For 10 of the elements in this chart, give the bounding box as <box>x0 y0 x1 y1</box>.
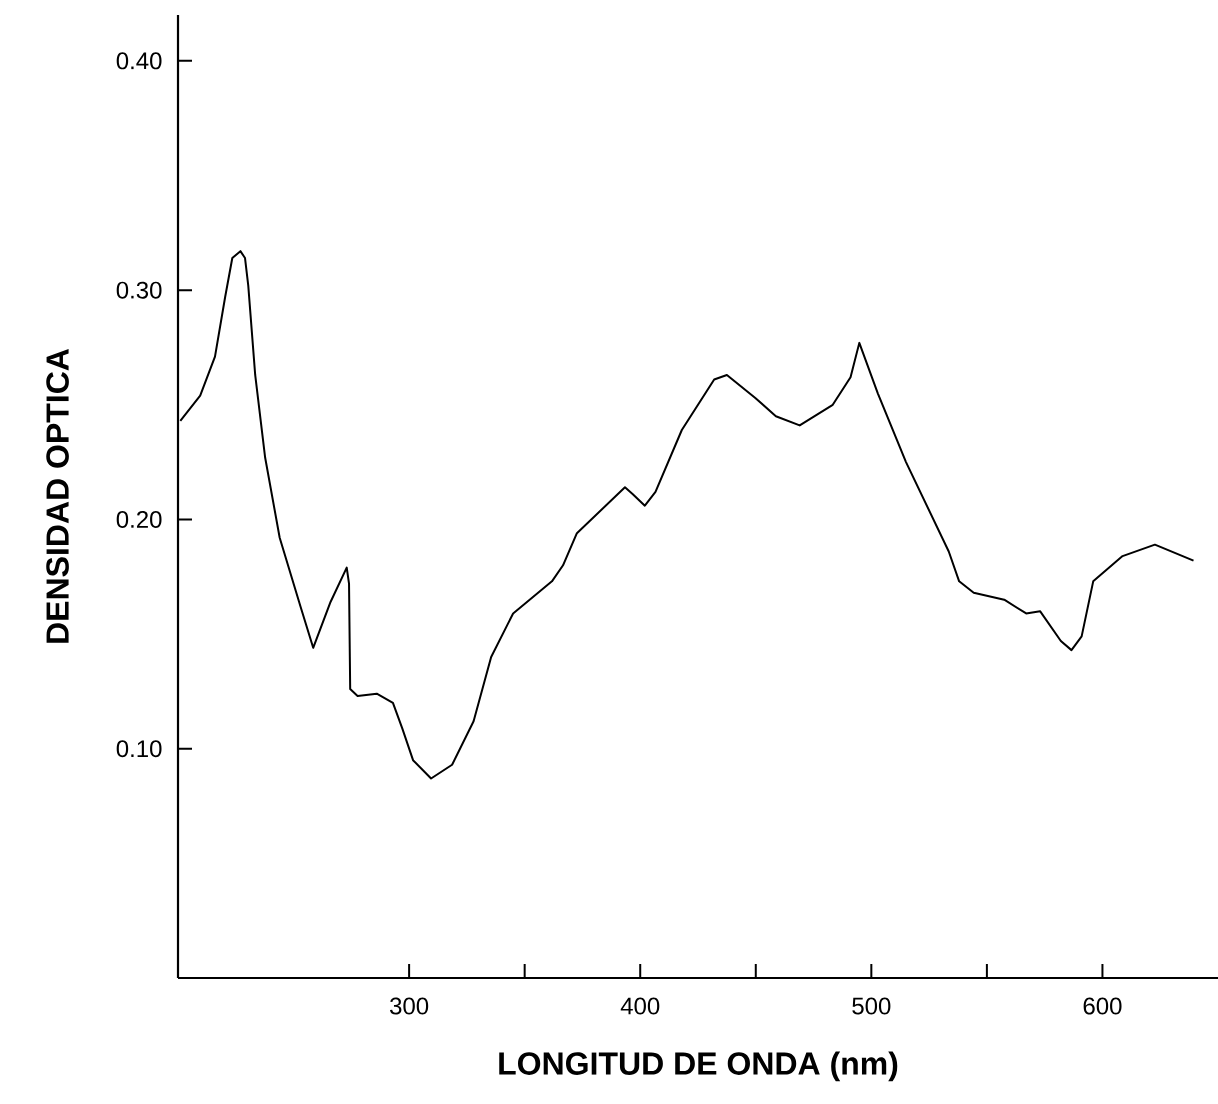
y-tick-label: 0.40 <box>116 52 162 70</box>
y-tick-label: 0.20 <box>116 510 162 528</box>
y-tick-label: 0.30 <box>116 281 162 299</box>
x-tick-label: 600 <box>1083 997 1122 1015</box>
x-tick-label: 300 <box>390 997 429 1015</box>
y-axis-title: DENSIDAD OPTICA <box>46 348 69 643</box>
x-tick-label: 400 <box>620 997 660 1015</box>
x-axis-title: LONGITUD DE ONDA (nm) <box>499 1051 898 1082</box>
y-tick-label: 0.10 <box>116 740 162 758</box>
x-tick-label: 500 <box>852 997 891 1015</box>
